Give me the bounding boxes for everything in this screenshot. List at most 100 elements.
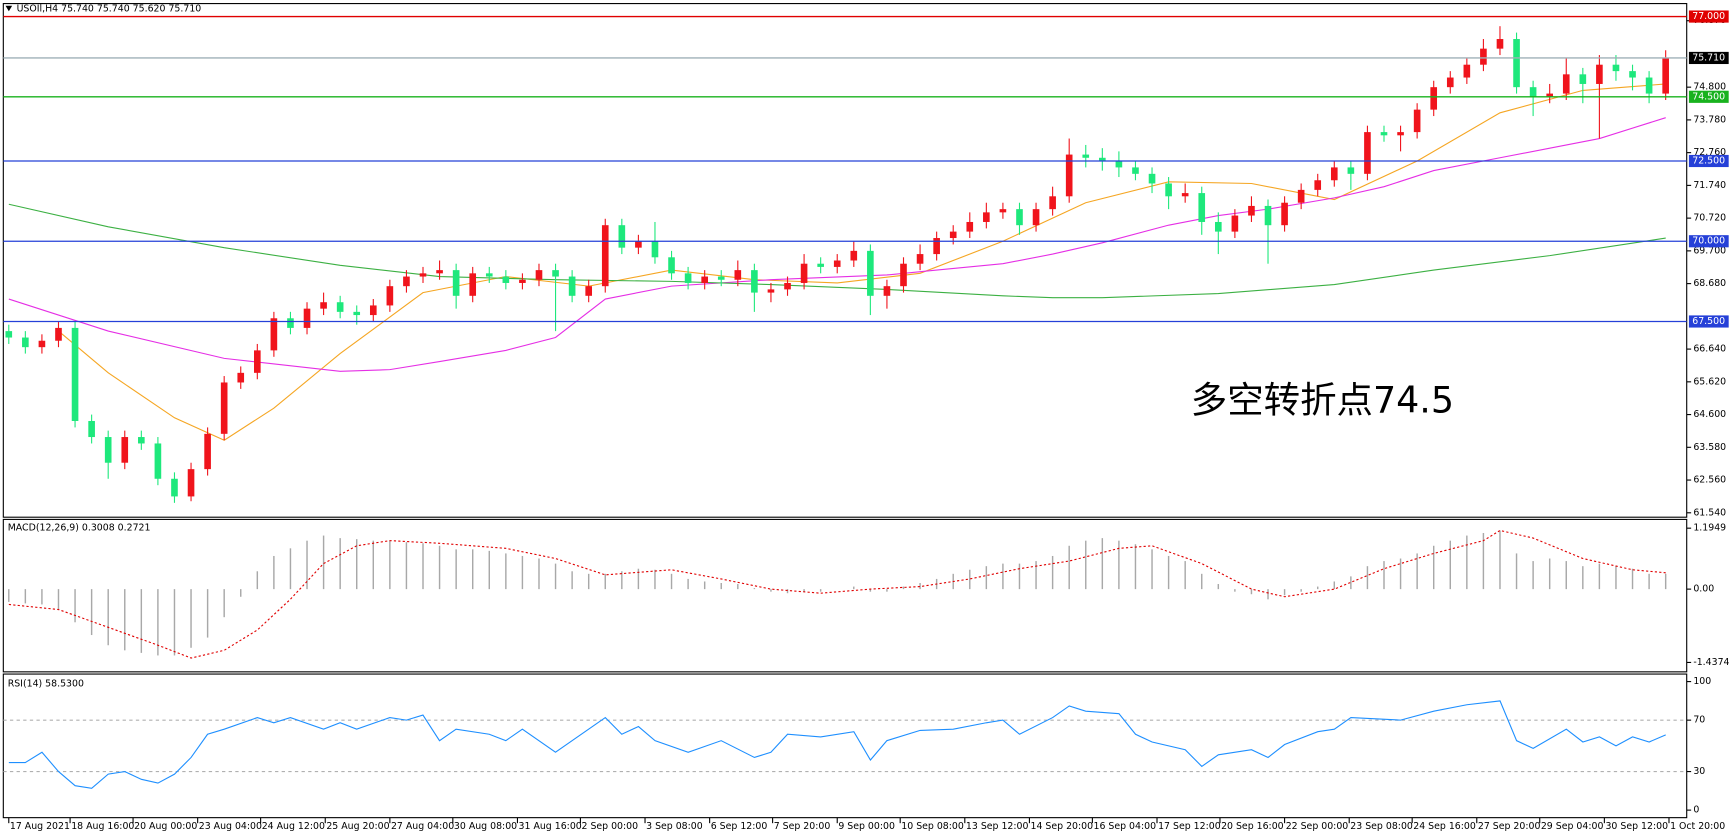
candle-body — [1148, 173, 1156, 184]
candle-body — [635, 241, 642, 248]
candle-body — [1297, 189, 1305, 203]
indicator-line — [8, 529, 1666, 659]
candle-body — [949, 231, 957, 239]
y-tick-label: 66.640 — [1693, 344, 1726, 355]
candle-body — [552, 270, 559, 277]
candle-body — [1347, 167, 1355, 174]
candle-body — [287, 318, 294, 328]
level-label: 74.500 — [1692, 91, 1725, 102]
main-panel — [2, 3, 1688, 518]
candle-body — [1463, 64, 1471, 78]
x-tick-label: 20 Sep 16:00 — [1221, 821, 1284, 832]
candle-body — [1413, 109, 1421, 133]
candle-body — [88, 420, 95, 438]
candle-body — [883, 286, 891, 296]
candle-body — [22, 337, 29, 348]
x-tick-label: 23 Aug 04:00 — [199, 821, 262, 832]
candle-body — [1529, 87, 1537, 97]
candle-body — [1231, 215, 1239, 232]
y-tick-label: 100 — [1693, 676, 1711, 687]
candle-body — [403, 276, 410, 287]
candle-body — [303, 308, 311, 328]
candle-body — [353, 311, 361, 316]
candle-body — [1364, 132, 1371, 174]
candle-body — [138, 437, 145, 444]
candle-body — [204, 433, 211, 470]
rsi-panel — [2, 673, 1688, 819]
x-tick-label: 10 Sep 08:00 — [901, 821, 964, 832]
level-label: 77.000 — [1692, 11, 1725, 22]
y-tick-label: 64.600 — [1693, 409, 1726, 420]
candle-body — [369, 305, 377, 316]
candle-body — [1496, 39, 1504, 49]
candle-body — [1612, 64, 1620, 72]
candle-body — [568, 276, 576, 296]
candle-body — [485, 273, 493, 277]
candle-body — [519, 279, 526, 283]
y-tick-label: 70.720 — [1693, 213, 1726, 224]
candle-body — [1049, 196, 1056, 210]
candle-body — [270, 318, 278, 351]
chart-title: USOIl,H4 75.740 75.740 75.620 75.710 — [17, 4, 202, 15]
level-label: 72.500 — [1692, 155, 1725, 166]
indicator-line — [8, 700, 1666, 789]
candle-body — [983, 212, 990, 222]
candle-body — [469, 273, 477, 296]
candle-body — [1480, 48, 1487, 65]
candle-body — [1645, 77, 1653, 94]
candle-body — [436, 270, 443, 274]
macd-title: MACD(12,26,9) 0.3008 0.2721 — [8, 523, 151, 534]
candle-body — [1065, 154, 1073, 197]
candle-body — [55, 327, 62, 341]
candle-body — [1629, 71, 1636, 78]
candle-body — [535, 270, 543, 280]
candle-body — [1214, 221, 1222, 232]
candle-body — [1430, 87, 1438, 110]
candle-body — [585, 286, 593, 296]
indicator-line — [8, 117, 1666, 372]
y-tick-label: 30 — [1693, 766, 1705, 777]
candle-body — [833, 260, 841, 267]
candle-body — [171, 478, 178, 497]
candle-body — [254, 350, 261, 373]
level-label-box — [1688, 154, 1729, 168]
x-tick-label: 31 Aug 16:00 — [519, 821, 582, 832]
y-tick-label: 69.700 — [1693, 245, 1726, 256]
candle-body — [1032, 209, 1040, 226]
candle-body — [701, 276, 708, 283]
y-tick-label: 68.680 — [1693, 278, 1726, 289]
x-tick-label: 30 Sep 12:00 — [1605, 821, 1668, 832]
x-tick-label: 23 Sep 08:00 — [1350, 821, 1413, 832]
x-tick-label: 27 Aug 04:00 — [391, 821, 454, 832]
menu-arrow — [5, 5, 13, 12]
candle-body — [1662, 57, 1669, 94]
y-tick-label: 1.1949 — [1693, 523, 1726, 534]
candle-body — [1115, 160, 1123, 168]
x-tick-label: 14 Sep 20:00 — [1031, 821, 1094, 832]
x-tick-label: 22 Sep 00:00 — [1286, 821, 1349, 832]
candle-body — [1397, 132, 1404, 136]
x-tick-label: 20 Aug 00:00 — [134, 821, 197, 832]
x-tick-label: 3 Sep 08:00 — [646, 821, 703, 832]
candle-body — [419, 273, 427, 277]
y-tick-label: -1.4374 — [1693, 657, 1729, 668]
candle-body — [751, 270, 758, 293]
level-label-box — [1688, 315, 1729, 328]
candle-body — [1330, 167, 1338, 181]
level-label: 75.710 — [1692, 52, 1725, 63]
candle-body — [999, 209, 1007, 213]
candle-body — [1181, 193, 1189, 197]
candle-body — [767, 289, 775, 293]
y-tick-label: 71.740 — [1693, 180, 1726, 191]
macd-panel — [2, 518, 1688, 673]
candle-body — [1579, 74, 1587, 84]
x-tick-label: 9 Sep 00:00 — [838, 821, 895, 832]
candle-body — [1198, 193, 1206, 222]
level-label-box — [1688, 90, 1729, 103]
candle-body — [684, 273, 692, 283]
candle-body — [800, 263, 808, 283]
candle-body — [1082, 154, 1090, 158]
y-tick-label: 74.800 — [1693, 82, 1726, 93]
